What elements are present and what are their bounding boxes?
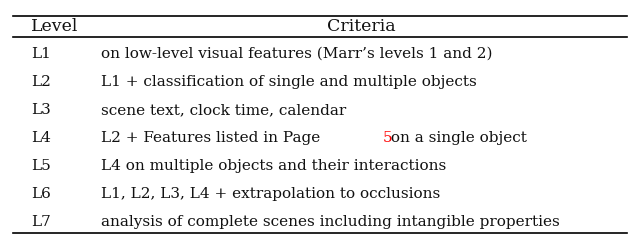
Text: L4: L4 bbox=[31, 131, 51, 145]
Text: L1 + classification of single and multiple objects: L1 + classification of single and multip… bbox=[101, 75, 477, 89]
Text: Level: Level bbox=[31, 18, 78, 35]
Text: L1, L2, L3, L4 + extrapolation to occlusions: L1, L2, L3, L4 + extrapolation to occlus… bbox=[101, 187, 440, 201]
Text: on low-level visual features (Marr’s levels 1 and 2): on low-level visual features (Marr’s lev… bbox=[101, 47, 493, 61]
Text: L1: L1 bbox=[31, 47, 51, 61]
Text: on a single object: on a single object bbox=[386, 131, 527, 145]
Text: analysis of complete scenes including intangible properties: analysis of complete scenes including in… bbox=[101, 215, 560, 229]
Text: L2: L2 bbox=[31, 75, 51, 89]
Text: Criteria: Criteria bbox=[327, 18, 396, 35]
Text: L6: L6 bbox=[31, 187, 51, 201]
Text: scene text, clock time, calendar: scene text, clock time, calendar bbox=[101, 103, 346, 117]
Text: L2 + Features listed in Page: L2 + Features listed in Page bbox=[101, 131, 325, 145]
Text: L3: L3 bbox=[31, 103, 51, 117]
Text: L5: L5 bbox=[31, 159, 51, 173]
Text: 5: 5 bbox=[383, 131, 392, 145]
Text: L4 on multiple objects and their interactions: L4 on multiple objects and their interac… bbox=[101, 159, 446, 173]
Text: L7: L7 bbox=[31, 215, 51, 229]
